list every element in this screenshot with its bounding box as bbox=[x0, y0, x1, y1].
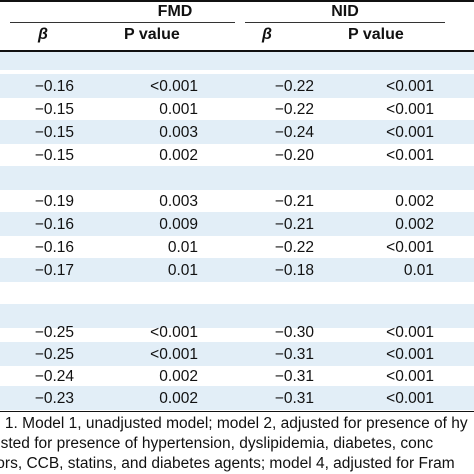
fmd-beta-cell: −0.25 bbox=[34, 324, 74, 341]
fmd-p-cell: 0.002 bbox=[159, 147, 198, 164]
block-band bbox=[0, 304, 474, 328]
table-row: −0.15 0.001 −0.22 <0.001 bbox=[0, 97, 474, 121]
nid-beta-cell: −0.20 bbox=[274, 147, 314, 164]
nid-beta-cell: −0.18 bbox=[274, 262, 314, 279]
row-band bbox=[0, 386, 474, 410]
nid-beta-cell: −0.31 bbox=[274, 368, 314, 385]
table-row: −0.16 <0.001 −0.22 <0.001 bbox=[0, 74, 474, 98]
nid-p-cell: <0.001 bbox=[386, 101, 434, 118]
nid-p-cell: <0.001 bbox=[386, 78, 434, 95]
column-header-fmd-beta: β bbox=[38, 26, 48, 43]
fmd-beta-cell: −0.15 bbox=[34, 101, 74, 118]
table-row: −0.25 <0.001 −0.31 <0.001 bbox=[0, 342, 474, 366]
fmd-beta-cell: −0.25 bbox=[34, 346, 74, 363]
group-underline-fmd bbox=[10, 22, 235, 23]
fmd-p-cell: <0.001 bbox=[150, 78, 198, 95]
group-underline-nid bbox=[245, 22, 445, 23]
column-header-nid-p: P value bbox=[348, 26, 404, 43]
nid-p-cell: 0.002 bbox=[395, 193, 434, 210]
fmd-p-cell: 0.01 bbox=[167, 262, 198, 279]
row-band bbox=[0, 120, 474, 144]
fmd-p-cell: 0.001 bbox=[159, 101, 198, 118]
nid-p-cell: 0.01 bbox=[403, 262, 434, 279]
bottom-rule bbox=[0, 411, 474, 412]
column-header-nid-beta: β bbox=[262, 26, 272, 43]
table-row: −0.19 0.003 −0.21 0.002 bbox=[0, 189, 474, 213]
fmd-beta-cell: −0.15 bbox=[34, 124, 74, 141]
table-row: −0.17 0.01 −0.18 0.01 bbox=[0, 258, 474, 282]
table-caption: e 1. Model 1, unadjusted model; model 2,… bbox=[0, 414, 474, 474]
nid-p-cell: <0.001 bbox=[386, 124, 434, 141]
nid-p-cell: <0.001 bbox=[386, 390, 434, 407]
row-band bbox=[0, 342, 474, 366]
caption-line: tors, CCB, statins, and diabetes agents;… bbox=[0, 455, 455, 472]
fmd-p-cell: 0.003 bbox=[159, 124, 198, 141]
nid-p-cell: <0.001 bbox=[386, 239, 434, 256]
fmd-p-cell: 0.002 bbox=[159, 368, 198, 385]
fmd-beta-cell: −0.16 bbox=[34, 239, 74, 256]
nid-p-cell: <0.001 bbox=[386, 346, 434, 363]
nid-beta-cell: −0.31 bbox=[274, 390, 314, 407]
nid-beta-cell: −0.21 bbox=[274, 193, 314, 210]
block-band bbox=[0, 52, 474, 70]
top-rule bbox=[0, 0, 474, 2]
table-row: −0.16 0.009 −0.21 0.002 bbox=[0, 212, 474, 236]
fmd-beta-cell: −0.16 bbox=[34, 78, 74, 95]
nid-beta-cell: −0.22 bbox=[274, 101, 314, 118]
table-row: −0.15 0.003 −0.24 <0.001 bbox=[0, 120, 474, 144]
nid-beta-cell: −0.31 bbox=[274, 346, 314, 363]
fmd-beta-cell: −0.17 bbox=[34, 262, 74, 279]
fmd-beta-cell: −0.19 bbox=[34, 193, 74, 210]
nid-beta-cell: −0.21 bbox=[274, 216, 314, 233]
fmd-beta-cell: −0.24 bbox=[34, 368, 74, 385]
fmd-p-cell: 0.002 bbox=[159, 390, 198, 407]
caption-line: usted for presence of hypertension, dysl… bbox=[0, 435, 434, 452]
row-band bbox=[0, 74, 474, 98]
fmd-beta-cell: −0.23 bbox=[34, 390, 74, 407]
fmd-beta-cell: −0.16 bbox=[34, 216, 74, 233]
nid-beta-cell: −0.22 bbox=[274, 78, 314, 95]
fmd-p-cell: 0.003 bbox=[159, 193, 198, 210]
fmd-beta-cell: −0.15 bbox=[34, 147, 74, 164]
row-band bbox=[0, 258, 474, 282]
nid-p-cell: <0.001 bbox=[386, 324, 434, 341]
nid-beta-cell: −0.24 bbox=[274, 124, 314, 141]
row-band bbox=[0, 212, 474, 236]
fmd-p-cell: 0.01 bbox=[167, 239, 198, 256]
nid-p-cell: <0.001 bbox=[386, 368, 434, 385]
fmd-p-cell: 0.009 bbox=[159, 216, 198, 233]
nid-p-cell: 0.002 bbox=[395, 216, 434, 233]
nid-beta-cell: −0.30 bbox=[274, 324, 314, 341]
table-row: −0.15 0.002 −0.20 <0.001 bbox=[0, 143, 474, 167]
block-band bbox=[0, 166, 474, 190]
nid-beta-cell: −0.22 bbox=[274, 239, 314, 256]
caption-line: e 1. Model 1, unadjusted model; model 2,… bbox=[0, 415, 468, 432]
group-header-fmd: FMD bbox=[157, 3, 193, 20]
group-header-nid: NID bbox=[331, 3, 359, 20]
nid-p-cell: <0.001 bbox=[386, 147, 434, 164]
table-row: −0.25 <0.001 −0.30 <0.001 bbox=[0, 320, 474, 344]
fmd-p-cell: <0.001 bbox=[150, 324, 198, 341]
table-row: −0.24 0.002 −0.31 <0.001 bbox=[0, 364, 474, 388]
table-row: −0.23 0.002 −0.31 <0.001 bbox=[0, 386, 474, 410]
table-row: −0.16 0.01 −0.22 <0.001 bbox=[0, 235, 474, 259]
column-header-fmd-p: P value bbox=[124, 26, 180, 43]
fmd-p-cell: <0.001 bbox=[150, 346, 198, 363]
header-rule bbox=[0, 50, 474, 52]
